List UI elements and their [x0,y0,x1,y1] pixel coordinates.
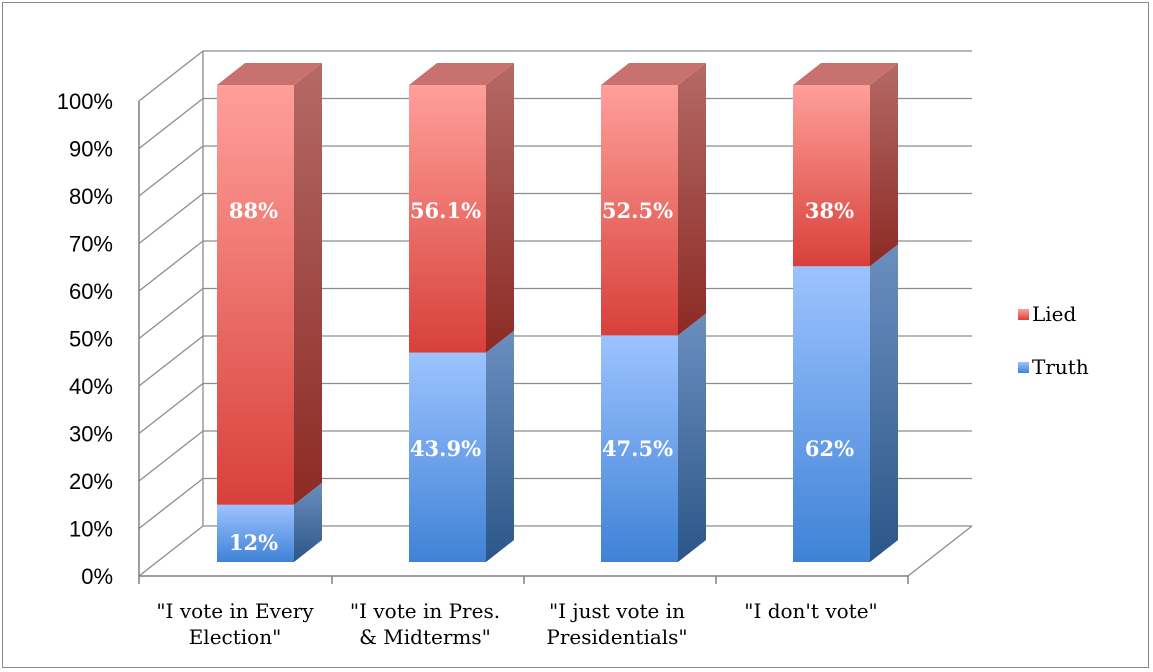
bar-truth-side [486,331,514,562]
data-label-lied: 56.1% [410,198,481,223]
y-tick-label: 30% [69,422,113,447]
bar-truth [793,266,870,562]
data-label-lied: 52.5% [602,198,673,223]
bar-truth-side [870,244,898,562]
y-tick-label: 90% [69,137,113,162]
y-tick-label: 0% [81,564,113,589]
category-label: "I vote in Every [156,599,314,623]
data-label-lied: 38% [805,198,854,223]
bar-lied [793,85,870,266]
y-tick-label: 60% [69,279,113,304]
y-tick-label: 100% [57,89,113,114]
bar-lied-side [294,63,322,505]
data-label-truth: 12% [229,530,278,555]
data-label-truth: 43.9% [410,436,481,461]
category-label: Presidentials" [546,625,687,649]
legend-label: Lied [1032,302,1077,326]
y-tick-label: 80% [69,184,113,209]
bars-group [217,63,898,562]
data-label-lied: 88% [229,198,278,223]
y-tick-label: 10% [69,517,113,542]
floor-edge [908,526,972,576]
legend: Lied Truth [1018,302,1089,379]
stacked-bar-chart: 0% 10% 20% 30% 40% 50% 60% 70% 80% 90% 100% 12% 88%… [3,3,1150,669]
category-label: "I vote in Pres. [350,599,500,623]
y-tick-label: 20% [69,469,113,494]
data-label-truth: 47.5% [602,436,673,461]
legend-swatch [1018,362,1029,373]
bar-lied [217,85,294,505]
y-tick-label: 70% [69,232,113,257]
bar-lied-side [870,63,898,266]
data-labels-group: 12% 88% 43.9% 56.1% 47.5% 52.5% 62% 38% [229,198,854,555]
y-tick-label: 40% [69,374,113,399]
y-tick-label: 50% [69,327,113,352]
legend-swatch [1018,309,1029,320]
category-label: Election" [189,625,282,649]
bar-truth-side [678,313,706,562]
category-label: "I don't vote" [744,599,878,623]
category-label: "I just vote in [549,599,685,623]
bar-lied-side [678,63,706,335]
bar-lied-side [486,63,514,353]
data-label-truth: 62% [805,436,854,461]
legend-label: Truth [1032,355,1089,379]
category-label: & Midterms" [359,625,491,649]
